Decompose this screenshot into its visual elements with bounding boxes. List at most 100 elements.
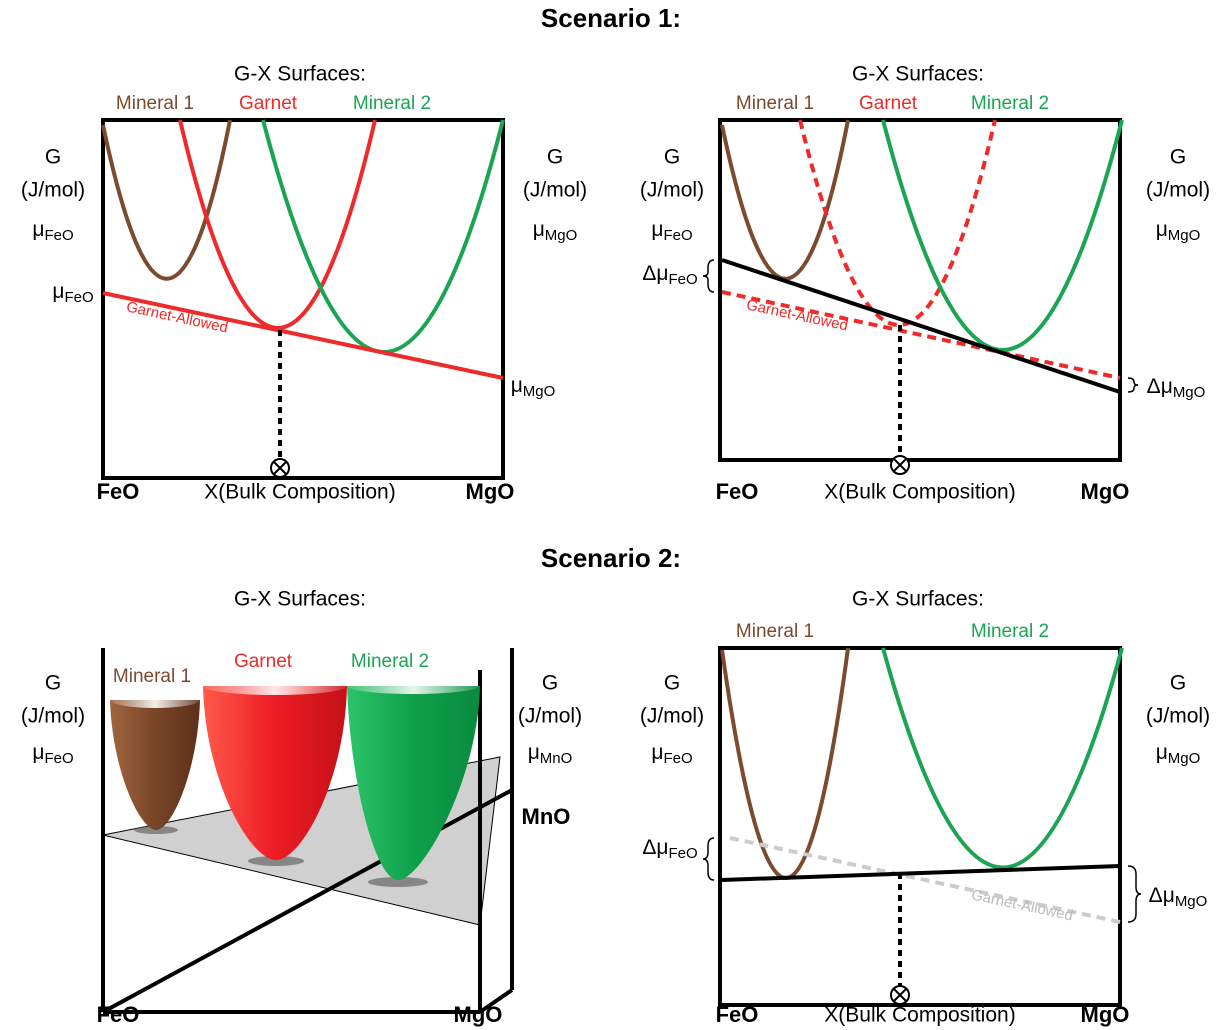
symbol: μ (1156, 218, 1168, 241)
difference: ΔμFeO (642, 262, 697, 288)
bulk-marker (890, 985, 910, 1005)
tangent-line (102, 291, 504, 380)
curve-label: Mineral 1 (116, 93, 194, 114)
label: μFeO (651, 218, 692, 244)
axis (478, 988, 514, 1014)
label: G (45, 146, 61, 169)
label: μFeO (651, 741, 692, 767)
label: (J/mol) (1146, 705, 1210, 728)
label: G (664, 146, 680, 169)
symbol: Δμ (642, 836, 668, 859)
label: G (45, 672, 61, 695)
symbol: Δμ (1149, 884, 1175, 907)
curve-label: Mineral 2 (971, 621, 1049, 642)
garnet-surface (203, 686, 347, 860)
panel-2 (702, 118, 1139, 475)
line-label: Garnet-Allowed (125, 298, 230, 336)
symbol: μ (511, 374, 523, 397)
label: (J/mol) (640, 179, 704, 202)
symbol: μ (32, 218, 44, 241)
label: MgO (454, 1002, 503, 1027)
axis (102, 788, 513, 1014)
label: X(Bulk Composition) (824, 1004, 1015, 1027)
subscript: FeO (668, 271, 697, 288)
label: MgO (466, 479, 515, 504)
label: (J/mol) (640, 705, 704, 728)
label: MgO (1081, 1002, 1130, 1027)
subscript: FeO (44, 227, 73, 244)
subscript: MgO (545, 227, 578, 244)
label: X(Bulk Composition) (204, 481, 395, 504)
line-label: Garnet-Allowed (970, 886, 1075, 924)
curve-label: Mineral 2 (353, 93, 431, 114)
label: FeO (97, 1002, 140, 1027)
brace (1127, 377, 1139, 393)
heading: G-X Surfaces: (852, 63, 984, 86)
label: (J/mol) (21, 705, 85, 728)
label: G (1170, 672, 1186, 695)
mineral-2-curve (881, 647, 1124, 870)
symbol: Δμ (1147, 375, 1173, 398)
label: μMgO (1156, 741, 1201, 767)
garnet-line (721, 290, 1121, 380)
label: FeO (97, 479, 140, 504)
symbol: μ (32, 741, 44, 764)
subscript: MgO (1168, 227, 1201, 244)
intercept: μMgO (511, 374, 556, 400)
mineral-1-surface (110, 700, 200, 830)
plot-frame (718, 646, 1122, 1007)
heading: G-X Surfaces: (234, 588, 366, 611)
label: (J/mol) (518, 705, 582, 728)
label: G (664, 672, 680, 695)
bulk-marker (270, 458, 290, 478)
symbol: μ (528, 741, 540, 764)
plot-frame (101, 118, 505, 480)
garnet-line (729, 836, 1121, 924)
difference: ΔμFeO (642, 836, 697, 862)
mineral-2-curve (881, 119, 1124, 352)
title: Scenario 2: (541, 543, 681, 573)
heading: G-X Surfaces: (234, 63, 366, 86)
symbol: Δμ (642, 262, 668, 285)
label: (J/mol) (523, 179, 587, 202)
subscript: FeO (663, 227, 692, 244)
subscript: FeO (668, 845, 697, 862)
symbol: μ (533, 218, 545, 241)
tangent-line (721, 864, 1121, 882)
symbol: μ (52, 280, 64, 303)
difference: ΔμMgO (1147, 375, 1206, 401)
subscript: FeO (44, 750, 73, 767)
mineral-1-curve (720, 647, 850, 880)
line-label: Garnet-Allowed (745, 296, 850, 334)
symbol: μ (651, 741, 663, 764)
panel-1 (101, 118, 505, 480)
rim (110, 692, 200, 708)
mineral-1-curve (720, 119, 850, 281)
panel-3 (101, 648, 514, 1014)
curve-label: Garnet (234, 651, 293, 672)
garnet-curve (798, 119, 997, 327)
plot-frame (718, 118, 1122, 462)
curve-label: Mineral 1 (736, 621, 814, 642)
label: μMnO (528, 741, 573, 767)
title: Scenario 1: (541, 3, 681, 33)
subscript: MgO (1175, 893, 1208, 910)
label: FeO (716, 1002, 759, 1027)
axis-label: MnO (522, 804, 571, 829)
intercept: μFeO (52, 280, 93, 306)
shadow (368, 877, 428, 887)
label: X(Bulk Composition) (824, 481, 1015, 504)
heading: G-X Surfaces: (852, 588, 984, 611)
label: FeO (716, 479, 759, 504)
subscript: MgO (1168, 750, 1201, 767)
subscript: MgO (1173, 384, 1206, 401)
mineral-2-surface (347, 686, 480, 880)
label: (J/mol) (1146, 179, 1210, 202)
label: μMgO (1156, 218, 1201, 244)
symbol: μ (651, 218, 663, 241)
curve-label: Mineral 2 (351, 651, 429, 672)
brace (1127, 865, 1142, 923)
label: MgO (1081, 479, 1130, 504)
subscript: MgO (523, 383, 556, 400)
